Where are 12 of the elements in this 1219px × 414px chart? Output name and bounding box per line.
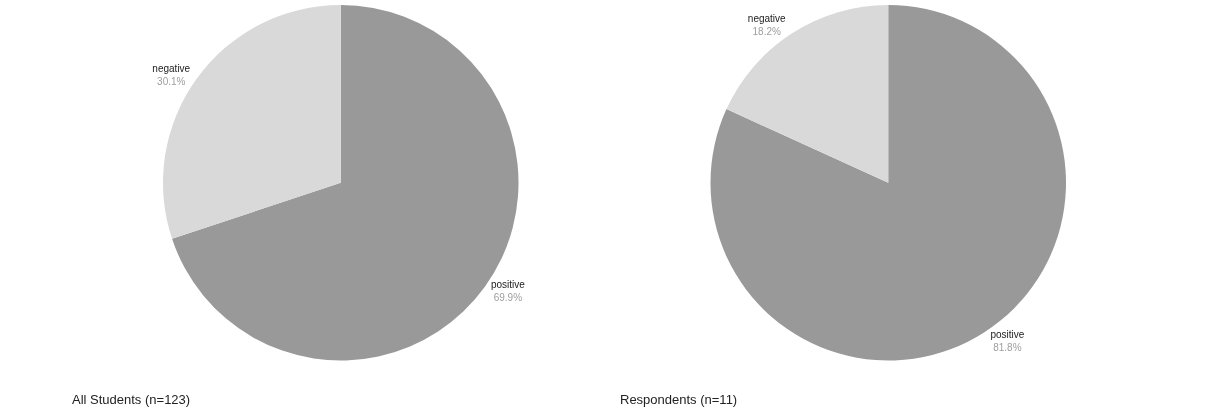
slice-label: negative [747,12,787,24]
data-label: 69.9% [493,291,523,303]
slice-label: negative [152,62,191,74]
slice-label: positive [490,278,526,290]
slice-label: positive [990,328,1025,340]
text: All Students (n=123) [72,392,191,407]
text: Respondents (n=11) [620,392,738,407]
data-label: 30.1% [157,75,186,87]
pie-slice [726,5,889,183]
data-label: 18.2% [752,25,781,37]
data-label: 81.8% [993,341,1022,353]
pie-slice [710,5,1066,361]
